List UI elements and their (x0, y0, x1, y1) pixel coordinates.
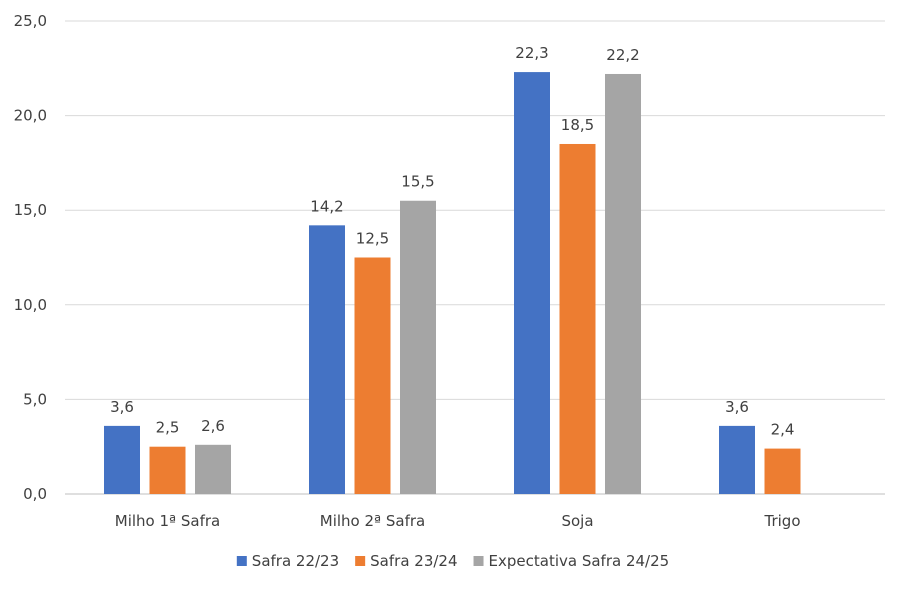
legend: Safra 22/23 Safra 23/24 Expectativa Safra … (236, 552, 670, 570)
data-label: 2,4 (771, 421, 795, 439)
legend-item: Safra 23/24 (355, 552, 458, 570)
x-tick-label: Soja (561, 512, 593, 530)
legend-label: Safra 23/24 (370, 552, 457, 570)
data-label: 14,2 (310, 197, 343, 215)
y-tick-label: 15,0 (14, 201, 47, 219)
gridlines (65, 20, 885, 495)
bar (354, 257, 391, 494)
bar (400, 200, 436, 495)
bar (559, 143, 596, 495)
legend-swatch (355, 556, 366, 566)
data-label: 3,6 (110, 398, 134, 416)
y-tick-label: 5,0 (23, 390, 47, 408)
bar (149, 446, 186, 494)
data-label: 2,6 (201, 417, 225, 435)
bar (195, 444, 231, 494)
data-label: 18,5 (561, 116, 594, 134)
data-label: 3,6 (725, 398, 749, 416)
legend-label: Safra 22/23 (252, 552, 339, 570)
bar (514, 72, 550, 495)
legend-item: Safra 22/23 (236, 552, 339, 570)
bar (104, 425, 140, 494)
data-label: 15,5 (401, 173, 434, 191)
y-tick-label: 0,0 (23, 485, 47, 503)
bar (605, 73, 641, 494)
data-labels: 3,6 2,5 2,6 14,2 12,5 15,5 22,3 18,5 22,2 3,6 2,4 (110, 44, 794, 439)
bar (719, 425, 755, 494)
legend-label: Expectativa Safra 24/25 (489, 552, 670, 570)
x-tick-label: Milho 2ª Safra (320, 512, 425, 530)
x-tick-label: Trigo (764, 512, 801, 530)
y-axis-tick-labels: 0,0 5,0 10,0 15,0 20,0 25,0 (14, 12, 47, 503)
legend-item: Expectativa Safra 24/25 (473, 552, 670, 570)
data-label: 12,5 (356, 230, 389, 248)
y-tick-label: 25,0 (14, 12, 47, 30)
legend-swatch (473, 556, 484, 566)
y-tick-label: 10,0 (14, 296, 47, 314)
data-label: 22,2 (606, 46, 639, 64)
data-label: 22,3 (515, 44, 548, 62)
bars (104, 72, 801, 495)
bar (764, 448, 801, 494)
x-tick-label: Milho 1ª Safra (115, 512, 220, 530)
bar (309, 225, 345, 494)
x-axis-tick-labels: Milho 1ª Safra Milho 2ª Safra Soja Trigo (115, 512, 801, 530)
legend-swatch (236, 556, 247, 566)
data-label: 2,5 (156, 419, 180, 437)
y-tick-label: 20,0 (14, 107, 47, 125)
